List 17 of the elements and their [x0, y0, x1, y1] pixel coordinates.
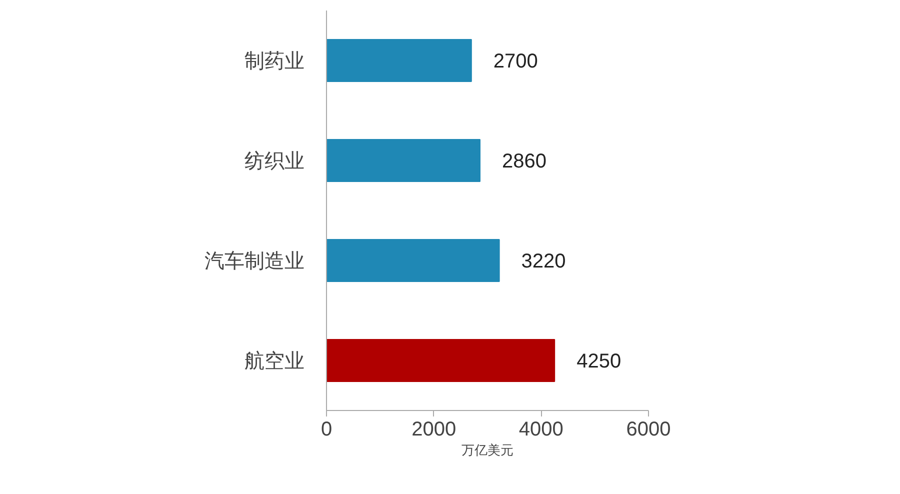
x-tick-label: 6000	[626, 418, 671, 440]
bar	[326, 39, 472, 82]
data-label: 3220	[521, 250, 566, 272]
y-tick-label: 汽车制造业	[204, 248, 304, 272]
bar	[326, 139, 480, 182]
x-tick-label: 2000	[412, 418, 456, 440]
x-tick-label: 0	[320, 418, 332, 440]
x-tick-label: 4000	[518, 418, 564, 440]
data-label: 4250	[576, 350, 622, 372]
data-label: 2700	[493, 50, 538, 72]
x-axis-title: 万亿美元	[462, 442, 514, 458]
bar	[326, 339, 556, 382]
data-label: 2860	[502, 150, 546, 172]
y-tick-label: 制药业	[244, 48, 304, 72]
y-tick-label: 纺织业	[244, 148, 304, 172]
y-tick-label: 航空业	[244, 348, 304, 372]
bar	[326, 239, 500, 282]
